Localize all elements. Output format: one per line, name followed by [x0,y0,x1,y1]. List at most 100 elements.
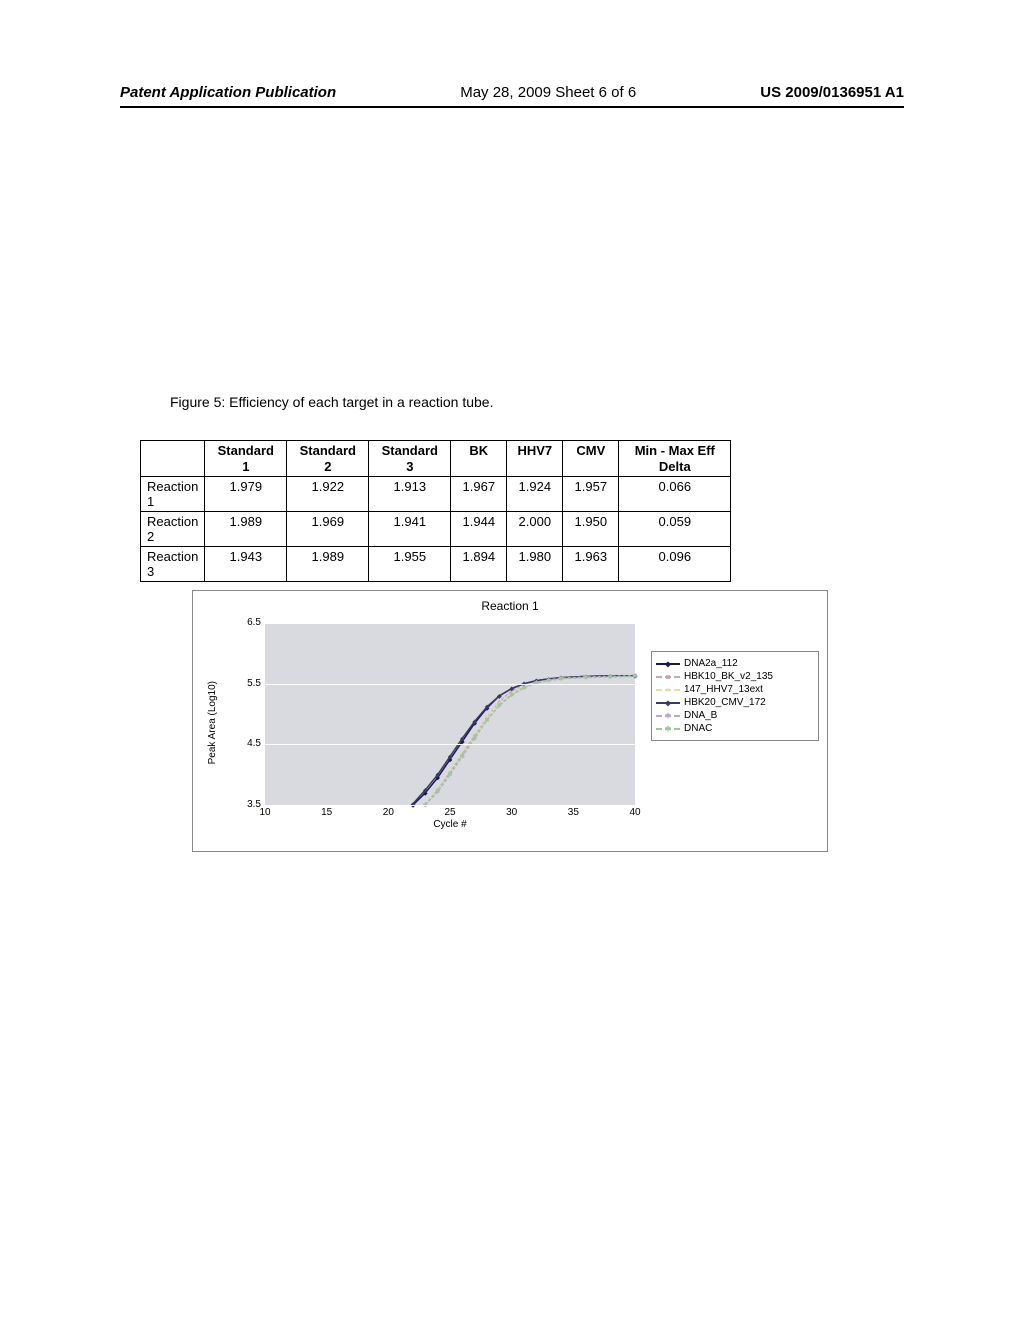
cell: 1.924 [507,477,563,512]
table-row: Reaction21.9891.9691.9411.9442.0001.9500… [141,512,731,547]
col-header-5: HHV7 [507,441,563,477]
gridline [265,623,635,624]
series-marker: ◆ [472,719,477,725]
series-line [425,676,635,805]
col-header-1: Standard1 [205,441,287,477]
cell: 0.059 [619,512,731,547]
series-marker: ✱ [435,787,440,794]
x-tick-label: 20 [378,807,398,818]
cell: 1.913 [369,477,451,512]
col-header-4: BK [451,441,507,477]
cell: 1.980 [507,547,563,582]
legend-item: ■ HBK10_BK_v2_135 [656,671,814,682]
legend-line-icon: ✱ [656,715,680,717]
header-center: May 28, 2009 Sheet 6 of 6 [460,84,636,101]
legend-item: ✱ DNAC [656,723,814,734]
series-marker: ✱ [608,674,613,681]
plot-area: ◆◆◆◆◆◆◆◆◆◆◆◆◆◆◆◆■■■■■■■■■■■■■■■×××××××××… [265,623,635,805]
gridline [265,805,635,806]
cell: 1.941 [369,512,451,547]
legend-marker-icon: ■ [666,673,671,681]
series-marker: ✱ [447,770,452,777]
legend-label: 147_HHV7_13ext [684,684,763,695]
x-tick-label: 30 [502,807,522,818]
cell: 1.989 [205,512,287,547]
x-tick-label: 40 [625,807,645,818]
series-marker: ◆ [448,754,453,760]
x-axis-label: Cycle # [265,819,635,830]
cell: 1.950 [563,512,619,547]
chart-lines: ◆◆◆◆◆◆◆◆◆◆◆◆◆◆◆◆■■■■■■■■■■■■■■■×××××××××… [265,623,635,805]
series-marker: ✱ [460,752,465,759]
series-marker: ✱ [484,717,489,724]
x-tick-label: 10 [255,807,275,818]
legend-item: ◆ HBK20_CMV_172 [656,697,814,708]
cell: 1.979 [205,477,287,512]
col-header-3: Standard3 [369,441,451,477]
header-left: Patent Application Publication [120,84,336,101]
cell: 0.096 [619,547,731,582]
cell: 1.955 [369,547,451,582]
legend-marker-icon: ✱ [665,712,672,720]
series-marker: ◆ [423,788,428,794]
figure-caption: Figure 5: Efficiency of each target in a… [170,394,493,410]
series-marker: ✱ [558,676,563,683]
series-line [425,676,635,804]
col-header-2: Standard2 [287,441,369,477]
cell: 1.944 [451,512,507,547]
header-rule [120,106,904,108]
legend-item: ✱DNA_B [656,710,814,721]
legend-marker-icon: ◆ [665,660,671,668]
legend-item: ◆DNA2a_112 [656,658,814,669]
table-row: Reaction11.9791.9221.9131.9671.9241.9570… [141,477,731,512]
cell: 2.000 [507,512,563,547]
legend-label: DNAC [684,723,712,734]
y-axis-label: Peak Area (Log10) [207,681,218,764]
cell: 1.963 [563,547,619,582]
x-tick-label: 25 [440,807,460,818]
row-label: Reaction3 [141,547,205,582]
series-line [413,676,635,805]
page-header: Patent Application Publication May 28, 2… [0,84,1024,101]
series-marker: ✱ [472,734,477,741]
series-marker: ✱ [632,673,637,680]
cell: 1.894 [451,547,507,582]
legend-label: HBK10_BK_v2_135 [684,671,773,682]
header-right: US 2009/0136951 A1 [760,84,904,101]
legend-marker-icon: ◆ [665,699,671,707]
cell: 0.066 [619,477,731,512]
cell: 1.957 [563,477,619,512]
series-marker: ✱ [509,692,514,699]
series-marker: ◆ [497,694,502,700]
gridline [265,684,635,685]
series-marker: ◆ [460,736,465,742]
chart-title: Reaction 1 [193,599,827,613]
y-tick-label: 5.5 [239,678,261,689]
legend-marker-icon: ✱ [665,725,672,733]
series-marker: ◆ [485,705,490,711]
legend-label: HBK20_CMV_172 [684,697,766,708]
cell: 1.969 [287,512,369,547]
series-marker: ✱ [583,675,588,682]
reaction-chart: Reaction 1 Peak Area (Log10) Cycle # ◆◆◆… [192,590,828,852]
col-header-6: CMV [563,441,619,477]
series-line [425,676,635,804]
legend-line-icon: ■ [656,676,680,678]
col-header-0 [141,441,205,477]
legend-line-icon: ✱ [656,728,680,730]
row-label: Reaction2 [141,512,205,547]
gridline [265,744,635,745]
series-marker: ✱ [497,703,502,710]
chart-legend: ◆DNA2a_112 ■ HBK10_BK_v2_135 × 147_HHV7_13ex… [651,651,819,741]
legend-item: × 147_HHV7_13ext [656,684,814,695]
series-marker: ◆ [435,773,440,779]
row-label: Reaction1 [141,477,205,512]
y-tick-label: 6.5 [239,617,261,628]
series-line [413,676,635,804]
legend-line-icon: × [656,689,680,691]
legend-marker-icon: × [666,686,671,694]
series-marker: ✱ [521,685,526,692]
cell: 1.967 [451,477,507,512]
cell: 1.943 [205,547,287,582]
efficiency-table: Standard1Standard2Standard3BKHHV7CMVMin … [140,440,731,582]
